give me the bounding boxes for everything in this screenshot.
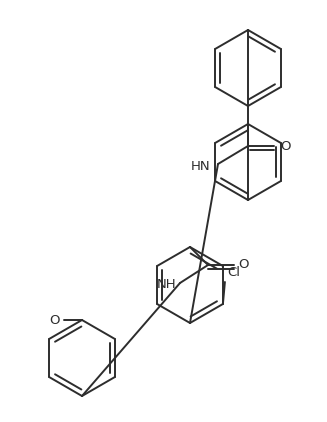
Text: HN: HN <box>190 160 210 173</box>
Text: Cl: Cl <box>227 266 240 279</box>
Text: O: O <box>49 314 60 327</box>
Text: NH: NH <box>156 279 176 292</box>
Text: O: O <box>280 140 290 152</box>
Text: O: O <box>238 259 249 271</box>
